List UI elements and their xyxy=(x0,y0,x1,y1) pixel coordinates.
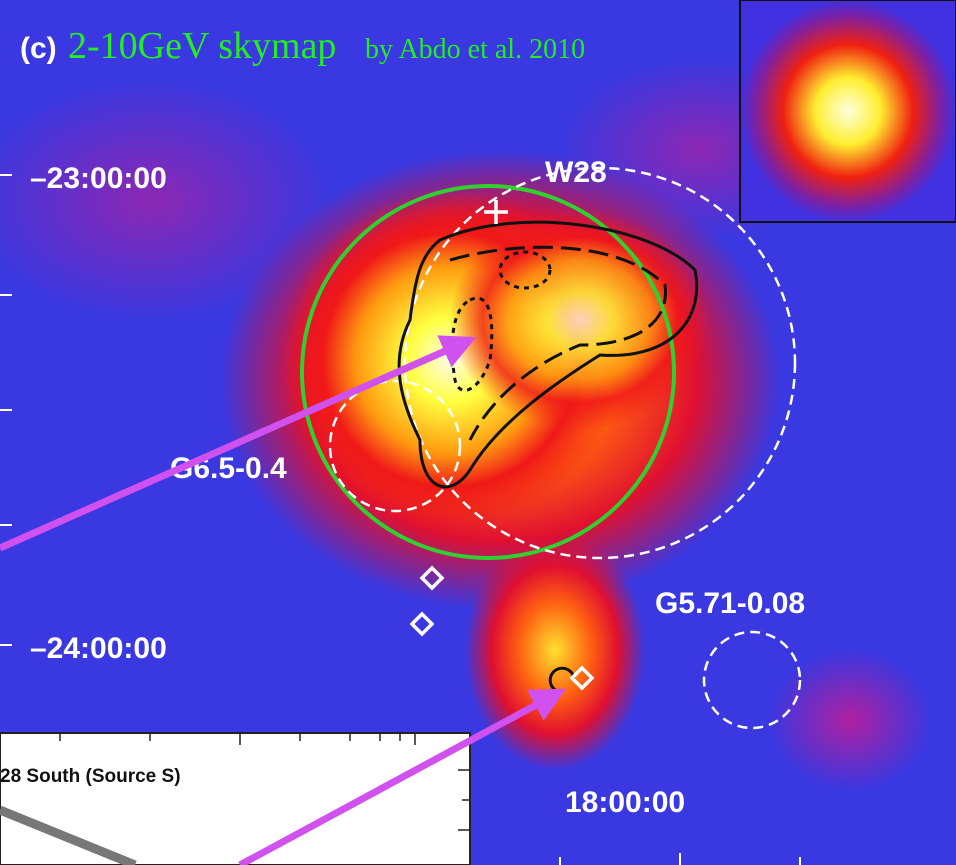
dec-label: –23:00:00 xyxy=(30,162,167,195)
psf-inset xyxy=(740,0,956,222)
plot-title: 28 South (Source S) xyxy=(0,766,181,787)
ra-label: 18:00:00 xyxy=(565,786,685,819)
source-label: G5.71-0.08 xyxy=(655,587,805,620)
attribution: by Abdo et al. 2010 xyxy=(365,34,585,65)
dec-label: –24:00:00 xyxy=(30,632,167,665)
emission xyxy=(465,530,645,770)
panel-label: (c) xyxy=(20,32,57,65)
skymap-figure: (c) 2-10GeV skymap by Abdo et al. 2010 –… xyxy=(0,0,956,865)
page: (c) 2-10GeV skymap by Abdo et al. 2010 –… xyxy=(0,0,956,865)
title: 2-10GeV skymap xyxy=(68,25,336,67)
spectrum-panel xyxy=(0,733,470,865)
source-label: W28 xyxy=(545,156,607,189)
emission xyxy=(770,650,930,790)
